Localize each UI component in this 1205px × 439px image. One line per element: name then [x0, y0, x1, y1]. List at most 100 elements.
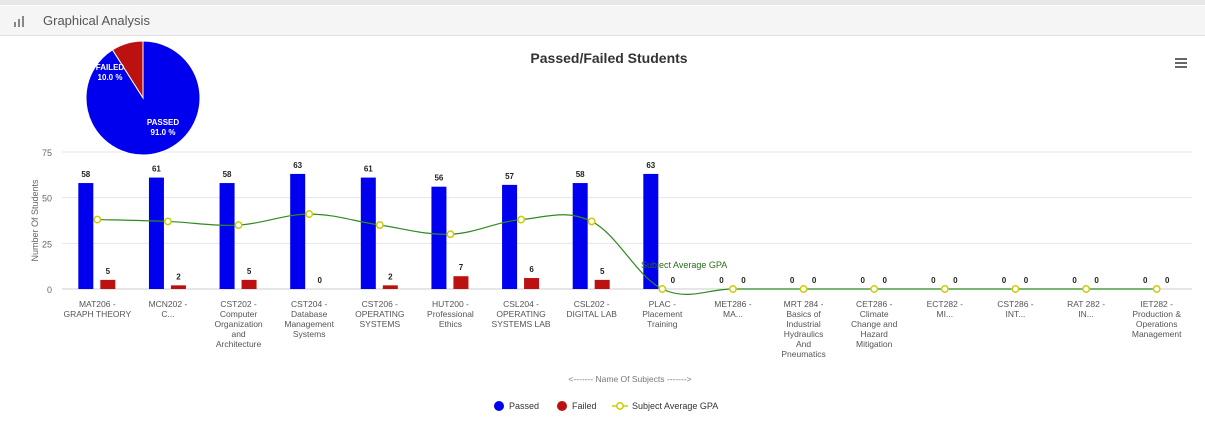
data-label-passed: 0 — [931, 276, 936, 285]
bar-passed — [643, 173, 659, 289]
gpa-point — [870, 285, 879, 293]
bar-failed — [524, 278, 540, 289]
data-label-failed: 2 — [176, 272, 181, 281]
data-label-passed: 0 — [1143, 276, 1148, 285]
x-tick-label: CSL204 -OPERATING SYSTEMS LAB — [492, 299, 551, 329]
legend-label-gpa: Subject Average GPA — [632, 401, 718, 411]
data-label-passed: 58 — [576, 170, 585, 179]
y-axis-label: Number Of Students — [30, 179, 40, 262]
data-label-passed: 56 — [434, 174, 443, 183]
panel-title: Graphical Analysis — [43, 13, 150, 28]
x-tick-label: CST206 -OPERATING SYSTEMS — [355, 299, 404, 329]
data-label-failed: 0 — [317, 276, 322, 285]
gpa-line — [97, 213, 1157, 296]
legend-label-failed: Failed — [572, 401, 597, 411]
data-label-passed: 63 — [646, 161, 655, 170]
data-label-passed: 57 — [505, 172, 514, 181]
data-label-failed: 5 — [600, 267, 605, 276]
data-label-failed: 0 — [953, 276, 958, 285]
x-tick-label: CSL202 -DIGITAL LAB — [566, 299, 617, 319]
bar-chart-icon — [14, 16, 24, 27]
bar-passed — [290, 173, 306, 289]
gpa-point — [446, 230, 455, 239]
x-tick-label: CST202 -Computer Organization and Architect… — [214, 299, 262, 349]
pie-label-passed: PASSED — [147, 118, 180, 127]
x-tick-label: CST286 -INT... — [997, 299, 1034, 319]
data-label-passed: 61 — [152, 165, 161, 174]
pie-pct-passed: 91.0 % — [151, 128, 176, 137]
data-label-failed: 0 — [1094, 276, 1099, 285]
gpa-point — [517, 215, 526, 224]
x-tick-label: IET282 -Production & Operations Management — [1132, 299, 1182, 339]
x-axis-label: <------- Name Of Subjects -------> — [568, 374, 691, 384]
gpa-point — [163, 217, 172, 226]
x-tick-label: MRT 284 -Basics of Industrial Hydraulics An… — [781, 299, 825, 359]
pie-label-failed: FAILED — [96, 63, 125, 72]
bar-failed — [382, 285, 398, 289]
x-tick-label: CET286 -Climate Change and Hazard Mitigatio… — [851, 299, 898, 349]
gpa-point — [1011, 285, 1020, 293]
x-tick-label: PLAC -Placement Training — [642, 299, 683, 329]
data-label-passed: 0 — [860, 276, 865, 285]
gpa-point — [1152, 285, 1161, 293]
bar-failed — [100, 279, 116, 289]
bar-failed — [453, 276, 469, 289]
data-label-failed: 6 — [529, 265, 534, 274]
x-tick-label: CST204 -Database Management Systems — [284, 299, 334, 339]
x-tick-label: MCN202 -C... — [149, 299, 188, 319]
data-label-failed: 2 — [388, 272, 393, 281]
y-tick-label: 25 — [42, 239, 52, 249]
data-label-failed: 0 — [671, 276, 676, 285]
x-tick-label: RAT 282 -IN... — [1067, 299, 1105, 319]
gpa-point — [93, 215, 102, 224]
bar-passed — [360, 177, 376, 289]
data-label-failed: 7 — [459, 263, 464, 272]
data-label-failed: 0 — [1024, 276, 1029, 285]
gpa-point — [799, 285, 808, 293]
gpa-point — [728, 285, 737, 293]
gpa-point — [587, 217, 596, 226]
gpa-point — [658, 285, 667, 293]
x-tick-label: MAT206 -GRAPH THEORY — [63, 299, 131, 319]
bar-passed — [572, 183, 588, 289]
data-label-passed: 0 — [790, 276, 795, 285]
bar-passed — [148, 177, 164, 289]
y-tick-label: 50 — [42, 194, 52, 204]
pie-slice-passed — [85, 40, 201, 156]
bar-passed — [431, 186, 447, 289]
legend-label-passed: Passed — [509, 401, 539, 411]
gpa-point — [1082, 285, 1091, 293]
x-tick-label: ECT282 -MI... — [927, 299, 964, 319]
x-tick-label: HUT200 -Professional Ethics — [427, 299, 474, 329]
hamburger-menu-icon[interactable] — [1173, 56, 1189, 70]
legend-marker-passed — [494, 401, 504, 411]
pie-pct-failed: 10.0 % — [98, 73, 123, 82]
data-label-passed: 0 — [719, 276, 724, 285]
chart-title: Passed/Failed Students — [530, 50, 687, 66]
gpa-point — [940, 285, 949, 293]
data-label-passed: 58 — [223, 170, 232, 179]
data-label-passed: 0 — [1072, 276, 1077, 285]
y-tick-label: 0 — [47, 285, 52, 295]
bar-passed — [78, 183, 94, 289]
panel-header: Graphical Analysis — [0, 6, 1205, 36]
top-border — [0, 0, 1205, 5]
bar-passed — [219, 183, 235, 289]
data-label-passed: 58 — [81, 170, 90, 179]
data-label-passed: 0 — [1002, 276, 1007, 285]
data-label-failed: 0 — [1165, 276, 1170, 285]
gpa-point — [234, 221, 243, 230]
data-label-failed: 0 — [882, 276, 887, 285]
data-label-passed: 61 — [364, 165, 373, 174]
gpa-annotation: Subject Average GPA — [641, 260, 727, 270]
data-label-failed: 5 — [106, 267, 111, 276]
gpa-point — [375, 221, 384, 230]
y-tick-label: 75 — [42, 148, 52, 158]
bar-failed — [170, 285, 186, 289]
legend-marker-failed — [557, 401, 567, 411]
data-label-failed: 5 — [247, 267, 252, 276]
data-label-failed: 0 — [812, 276, 817, 285]
x-tick-label: MET286 -MA... — [714, 299, 751, 319]
bar-passed — [502, 184, 518, 289]
